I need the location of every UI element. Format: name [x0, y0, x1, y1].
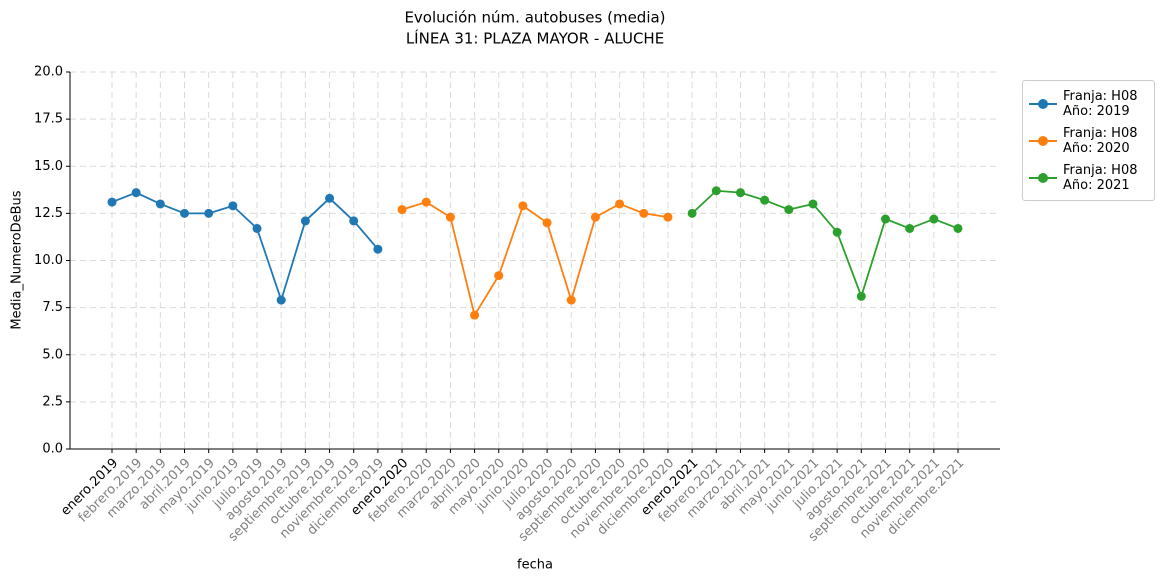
- legend-label: Franja: H08 Año: 2019: [1063, 88, 1138, 119]
- legend-label: Franja: H08 Año: 2021: [1063, 162, 1138, 193]
- y-tick-label: 10.0: [34, 253, 63, 268]
- data-point: [953, 223, 963, 233]
- y-axis-label: Media_NumeroDeBus: [10, 190, 25, 329]
- series-line: [691, 189, 959, 300]
- data-point: [470, 310, 480, 320]
- data-point: [832, 227, 842, 237]
- data-point: [929, 214, 939, 224]
- chart-subtitle: LÍNEA 31: PLAZA MAYOR - ALUCHE: [406, 29, 664, 48]
- y-tick-label: 15.0: [34, 159, 63, 174]
- data-point: [639, 208, 649, 218]
- data-point: [252, 223, 262, 233]
- legend-item: Franja: H08 Año: 2020: [1023, 122, 1154, 159]
- y-tick-label: 17.5: [34, 112, 63, 127]
- data-point: [711, 186, 721, 196]
- y-tick-label: 20.0: [34, 65, 63, 80]
- y-tick-label: 2.5: [42, 394, 63, 409]
- data-point: [542, 218, 552, 228]
- data-point: [373, 244, 383, 254]
- data-point: [808, 199, 818, 209]
- legend-key: [1029, 172, 1057, 184]
- legend-key: [1029, 135, 1057, 147]
- legend-key: [1029, 98, 1057, 110]
- data-point: [615, 199, 625, 209]
- data-point: [421, 197, 431, 207]
- y-tick-label: 12.5: [34, 206, 63, 221]
- x-axis-label: fecha: [517, 558, 553, 573]
- data-point: [300, 216, 310, 226]
- data-point: [204, 208, 214, 218]
- data-point: [131, 188, 141, 198]
- data-point: [905, 223, 915, 233]
- data-point: [518, 201, 528, 211]
- data-point: [445, 212, 455, 222]
- series-line: [401, 201, 669, 318]
- data-point: [784, 205, 794, 215]
- data-point: [566, 295, 576, 305]
- series-line: [111, 191, 379, 304]
- legend: Franja: H08 Año: 2019 Franja: H08 Año: 20…: [1022, 80, 1155, 201]
- y-tick-label: 0.0: [42, 442, 63, 457]
- data-point: [397, 205, 407, 215]
- data-point: [687, 208, 697, 218]
- data-point: [856, 291, 866, 301]
- legend-item: Franja: H08 Año: 2021: [1023, 159, 1154, 196]
- data-point: [180, 208, 190, 218]
- legend-item: Franja: H08 Año: 2019: [1023, 85, 1154, 122]
- y-tick-label: 7.5: [42, 300, 63, 315]
- data-point: [228, 201, 238, 211]
- data-point: [735, 188, 745, 198]
- data-point: [276, 295, 286, 305]
- data-point: [880, 214, 890, 224]
- data-point: [155, 199, 165, 209]
- y-tick-label: 5.0: [42, 347, 63, 362]
- legend-label: Franja: H08 Año: 2020: [1063, 125, 1138, 156]
- data-point: [349, 216, 359, 226]
- data-point: [760, 195, 770, 205]
- data-point: [107, 197, 117, 207]
- data-point: [663, 212, 673, 222]
- data-point: [590, 212, 600, 222]
- chart-title: Evolución núm. autobuses (media): [404, 9, 665, 27]
- data-point: [325, 193, 335, 203]
- data-point: [494, 271, 504, 281]
